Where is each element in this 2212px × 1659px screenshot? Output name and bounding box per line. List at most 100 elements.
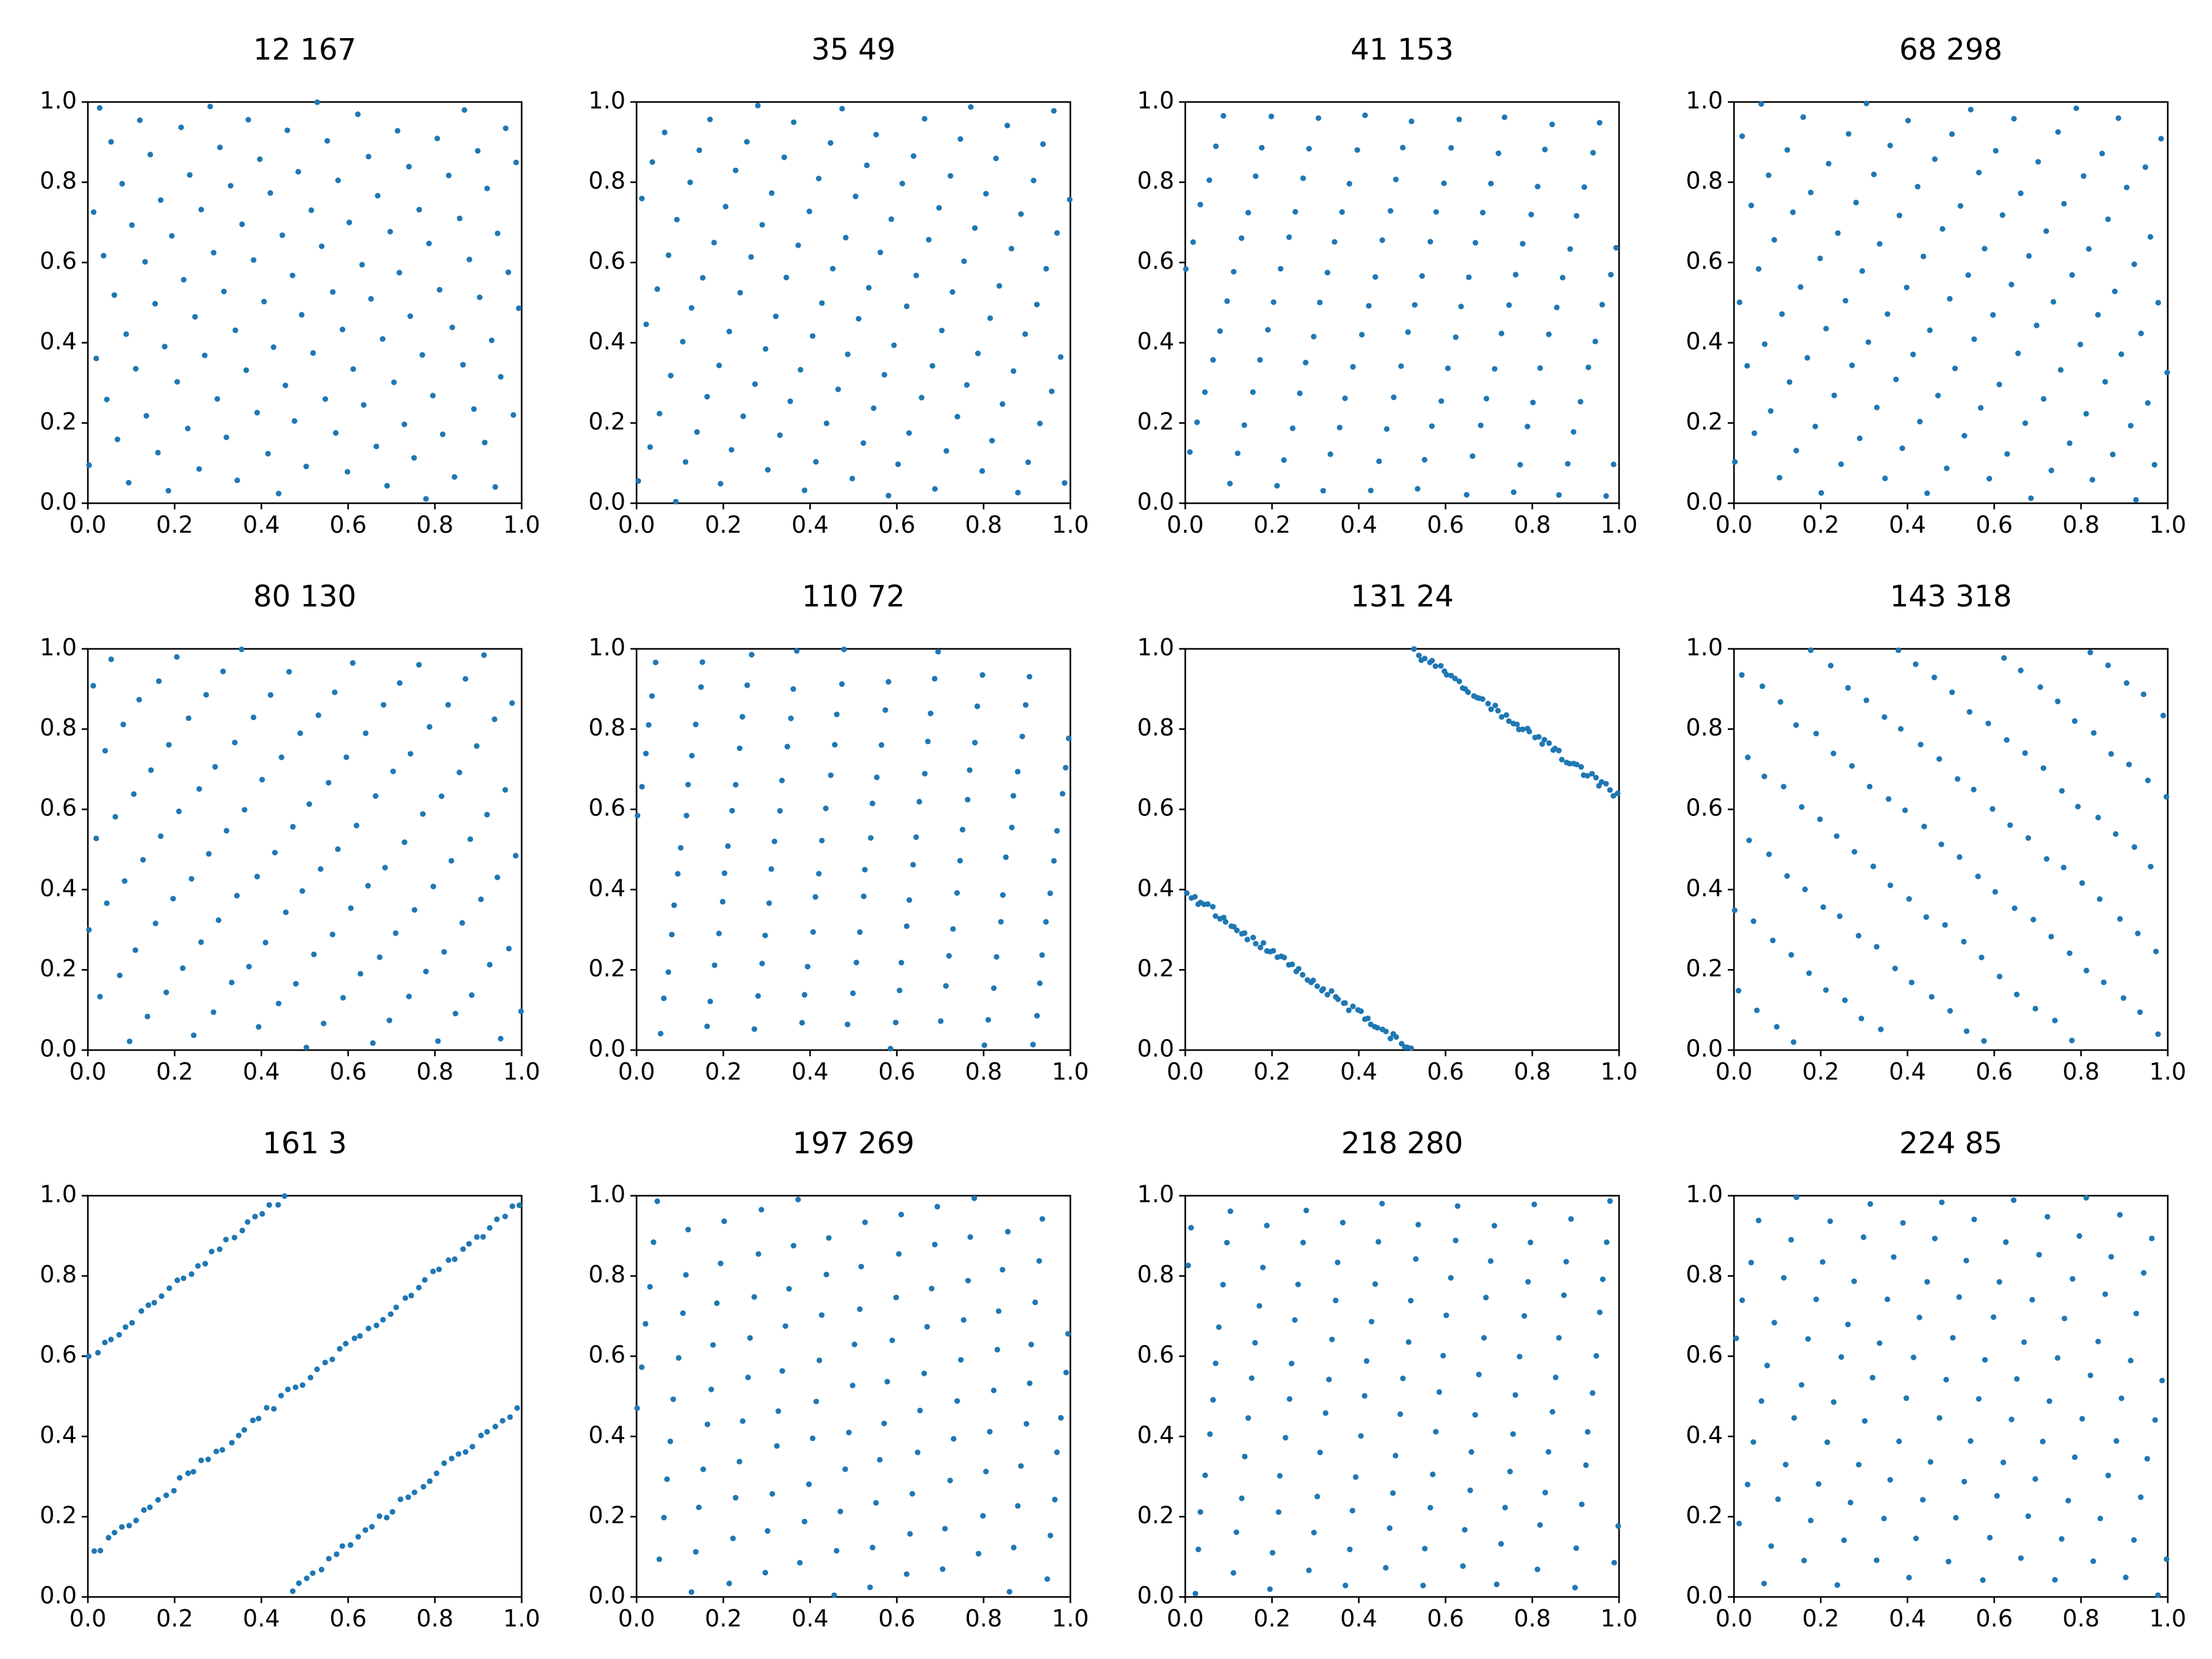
scatter-point [2163, 794, 2170, 800]
scatter-point [1047, 890, 1053, 896]
scatter-point [1027, 1380, 1033, 1386]
scatter-point [1834, 1582, 1840, 1588]
scatter-point [2069, 272, 2075, 278]
scatter-point [1220, 1282, 1226, 1288]
scatter-point [117, 972, 123, 979]
y-tick-label: 1.0 [1137, 1181, 1174, 1208]
scatter-point [696, 147, 702, 154]
scatter-point [1607, 1198, 1613, 1204]
y-tick-label: 1.0 [1686, 634, 1723, 661]
scatter-point [994, 954, 1000, 960]
scatter-point [745, 1375, 751, 1381]
scatter-point [1748, 1260, 1754, 1266]
scatter-point [726, 1580, 732, 1586]
scatter-point [488, 337, 495, 343]
scatter-point [1759, 1398, 1765, 1404]
y-tick-label: 0.0 [1137, 1035, 1174, 1062]
scatter-point [768, 866, 774, 872]
scatter-point [1826, 160, 1832, 167]
scatter-point [839, 106, 845, 112]
scatter-point [1920, 1497, 1926, 1503]
scatter-point [1212, 1360, 1219, 1367]
scatter-point [1405, 1339, 1412, 1345]
scatter-point [1797, 284, 1803, 290]
scatter-point [2046, 1398, 2053, 1404]
scatter-point [759, 222, 766, 228]
scatter-point [2144, 1456, 2151, 1462]
scatter-point [1257, 944, 1263, 951]
scatter-point [1793, 722, 1799, 728]
scatter-point [1018, 1463, 1024, 1469]
scatter-point [1506, 718, 1512, 724]
scatter-point [2155, 1592, 2161, 1598]
scatter-point [411, 455, 417, 461]
scatter-point [216, 917, 222, 924]
scatter-point [1306, 1567, 1312, 1574]
axes-frame [1733, 1194, 2169, 1598]
scatter-point [723, 203, 729, 210]
scatter-point [1916, 418, 1923, 425]
scatter-point [500, 1418, 506, 1424]
scatter-point [131, 791, 137, 797]
x-tick-label: 1.0 [2149, 511, 2186, 538]
scatter-point [347, 1542, 354, 1548]
scatter-point [1867, 783, 1873, 790]
scatter-point [1281, 457, 1287, 463]
scatter-point [1429, 657, 1435, 664]
scatter-point [1817, 816, 1823, 822]
scatter-point [1514, 721, 1520, 728]
scatter-point [2014, 991, 2020, 998]
scatter-point [1448, 145, 1454, 151]
scatter-point [1589, 771, 1595, 777]
scatter-point [1771, 1320, 1778, 1326]
scatter-point [1961, 433, 1967, 439]
scatter-point [1026, 673, 1033, 680]
scatter-point [449, 1456, 455, 1462]
scatter-point [1465, 689, 1471, 696]
scatter-point [712, 962, 718, 968]
scatter-point [1863, 697, 1870, 704]
scatter-point [1539, 741, 1545, 747]
y-tick-label: 0.4 [1137, 1421, 1174, 1448]
scatter-point [1202, 1472, 1209, 1478]
scatter-point [771, 838, 778, 845]
scatter-point [842, 1466, 849, 1472]
scatter-point [816, 1357, 823, 1363]
scatter-point [1422, 1545, 1428, 1551]
scatter-point [506, 946, 512, 952]
scatter-point [1034, 1013, 1040, 1019]
scatter-point [1317, 299, 1323, 305]
scatter-point [1397, 1411, 1403, 1418]
scatter-point [891, 342, 897, 348]
scatter-point [1736, 299, 1743, 305]
scatter-point [1441, 180, 1447, 186]
scatter-point [179, 965, 186, 971]
scatter-point [148, 767, 154, 773]
scatter-point [1610, 793, 1617, 799]
y-tick-label: 0.8 [1686, 1261, 1723, 1288]
scatter-point [1039, 1216, 1045, 1222]
scatter-point [1467, 1487, 1473, 1494]
scatter-point [304, 1045, 310, 1051]
scatter-point [289, 272, 296, 278]
scatter-point [170, 895, 176, 902]
scatter-point [2026, 253, 2032, 259]
scatter-point [211, 249, 217, 256]
scatter-point [2058, 367, 2064, 373]
scatter-point [441, 949, 447, 955]
scatter-point [1003, 854, 1009, 860]
scatter-point [2095, 814, 2101, 821]
scatter-point [502, 1214, 508, 1220]
scatter-point [2090, 1558, 2096, 1564]
scatter-point [885, 679, 892, 685]
scatter-point [726, 328, 732, 335]
scatter-point [1834, 833, 1840, 839]
scatter-point [315, 712, 321, 718]
scatter-point [931, 675, 938, 682]
y-tick-label: 0.2 [1137, 955, 1174, 982]
scatter-point [1393, 176, 1399, 182]
scatter-point [1335, 1259, 1341, 1266]
scatter-point [931, 1241, 938, 1248]
scatter-point [174, 654, 180, 660]
scatter-point [241, 807, 248, 813]
